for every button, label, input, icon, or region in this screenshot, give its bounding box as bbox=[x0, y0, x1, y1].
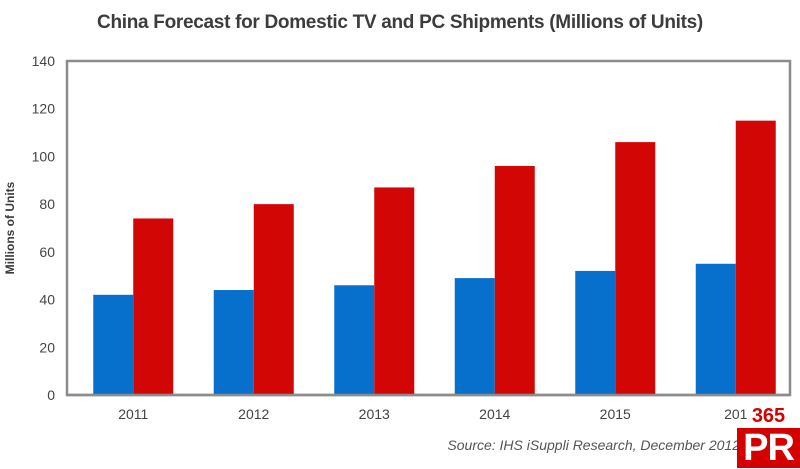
chart-title: China Forecast for Domestic TV and PC Sh… bbox=[97, 12, 703, 33]
bar-red bbox=[374, 187, 415, 395]
y-tick-label: 140 bbox=[32, 53, 56, 69]
y-tick-label: 0 bbox=[47, 387, 55, 403]
x-tick-label: 201 bbox=[724, 406, 748, 422]
y-tick-label: 80 bbox=[39, 196, 55, 212]
bar-blue bbox=[695, 263, 736, 395]
bar-blue bbox=[93, 294, 134, 395]
y-tick-label: 40 bbox=[39, 292, 55, 308]
plot-frame bbox=[65, 59, 792, 397]
y-tick-label: 20 bbox=[39, 339, 55, 355]
bar-red bbox=[735, 120, 776, 396]
bar-blue bbox=[575, 270, 616, 395]
y-tick-label: 120 bbox=[32, 101, 56, 117]
bar-red bbox=[494, 165, 535, 395]
bar-blue bbox=[213, 290, 254, 395]
logo-letters: PR bbox=[737, 428, 800, 468]
bar-red bbox=[253, 204, 294, 395]
bar-blue bbox=[334, 285, 375, 395]
x-tick-label: 2015 bbox=[600, 406, 631, 422]
bar-red bbox=[615, 142, 656, 395]
x-tick-label: 2014 bbox=[479, 406, 510, 422]
y-tick-label: 100 bbox=[32, 148, 56, 164]
bar-red bbox=[133, 218, 174, 395]
x-tick-label: 2013 bbox=[359, 406, 390, 422]
source-note: Source: IHS iSuppli Research, December 2… bbox=[447, 437, 740, 453]
365pr-logo: 365 PR bbox=[737, 406, 800, 468]
x-tick-label: 2012 bbox=[238, 406, 269, 422]
bar-blue bbox=[454, 278, 495, 395]
x-tick-label: 2011 bbox=[118, 406, 148, 422]
logo-number: 365 bbox=[751, 405, 786, 427]
y-tick-label: 60 bbox=[39, 244, 55, 260]
